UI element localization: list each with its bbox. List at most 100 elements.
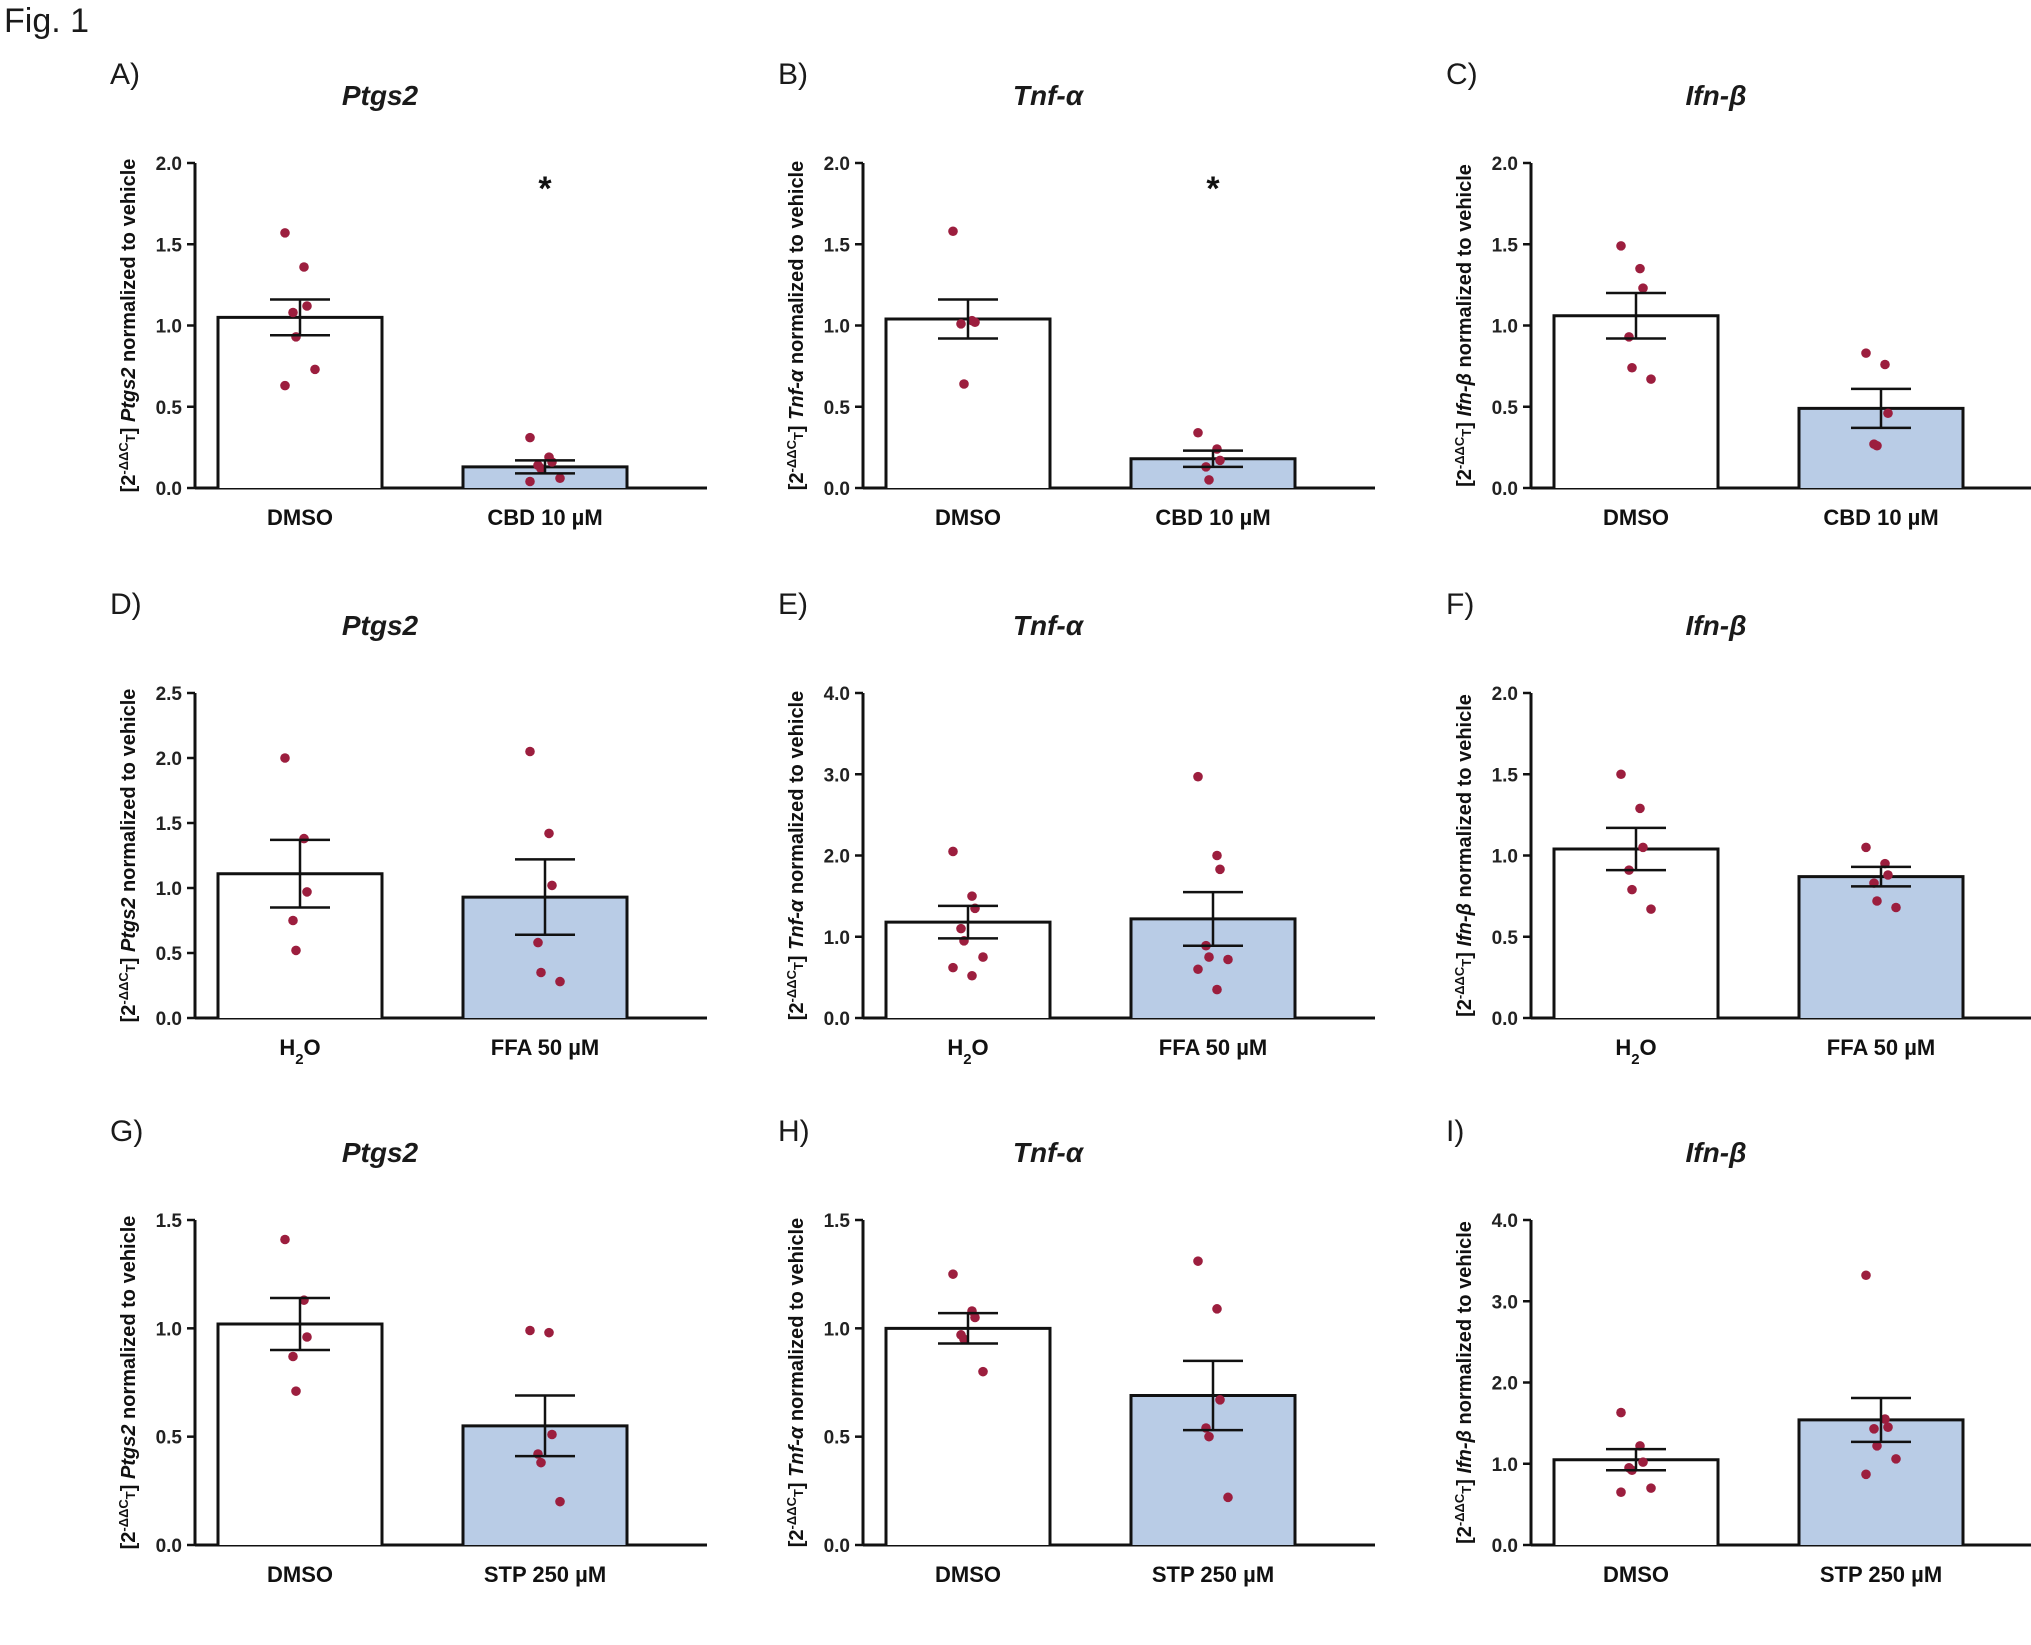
data-point (288, 1351, 298, 1362)
chart-svg: 0.0 0.5 1.0 1.5 [2-ΔΔCT] Tnf-α normalized to… (784, 1211, 1375, 1587)
data-point (1883, 408, 1893, 419)
bar-0 (886, 1328, 1050, 1545)
data-point (978, 952, 988, 962)
data-point (1627, 884, 1637, 895)
chart-title: Ifn-β (1685, 1137, 1747, 1168)
chart-svg: 0.0 0.5 1.0 1.5 [2-ΔΔCT] Ptgs2 normalized to… (116, 1211, 707, 1587)
data-point (555, 1496, 565, 1507)
data-point (1880, 359, 1890, 370)
bar-0 (218, 1324, 382, 1545)
x-category-label: FFA 50 µM (491, 1035, 599, 1060)
y-tick-label: 1.0 (156, 1319, 182, 1340)
data-point (280, 228, 290, 238)
chart-panel-c: C) Ifn-β 0.0 0.5 1.0 1.5 2.0 [2-ΔΔCT] Ifn-β nor… (1381, 58, 2031, 588)
data-point (288, 307, 298, 318)
data-point (1627, 362, 1637, 373)
chart-svg: 0.0 0.5 1.0 1.5 2.0 [2-ΔΔCT] Ptgs2 normalized… (116, 154, 707, 530)
data-point (525, 432, 535, 443)
data-point (1646, 1483, 1656, 1493)
data-point (1646, 374, 1656, 384)
data-point (956, 319, 966, 329)
data-point (280, 753, 290, 763)
data-point (525, 746, 535, 757)
y-tick-label: 0.5 (156, 944, 183, 965)
y-tick-label: 1.0 (824, 928, 850, 949)
y-tick-label: 0.0 (1492, 479, 1518, 500)
x-category-label: DMSO (1603, 1562, 1669, 1587)
chart-panel-d: D) Ptgs2 0.0 0.5 1.0 1.5 2.0 2.5 [2-ΔΔCT] Ptgs2 … (45, 588, 715, 1118)
y-axis-label: [2-ΔΔCT] Ifn-β normalized to vehicle (1452, 694, 1477, 1017)
data-point (544, 1327, 554, 1338)
y-tick-label: 1.0 (1492, 1455, 1518, 1476)
y-tick-label: 2.0 (156, 749, 182, 770)
data-point (1883, 1422, 1893, 1432)
data-point (1861, 1469, 1871, 1480)
chart-panel-a: A) Ptgs2 0.0 0.5 1.0 1.5 2.0 [2-ΔΔCT] Ptgs2 nor… (45, 58, 715, 588)
x-category-label: FFA 50 µM (1159, 1035, 1267, 1060)
data-point (536, 463, 546, 474)
chart-panel-i: I) Ifn-β 0.0 1.0 2.0 3.0 4.0 [2-ΔΔCT] Ifn-β nor… (1381, 1115, 2031, 1645)
data-point (1872, 440, 1882, 451)
data-point (302, 887, 312, 897)
data-point (288, 915, 298, 926)
data-point (525, 476, 535, 487)
data-point (1861, 348, 1871, 358)
y-tick-label: 0.5 (824, 398, 851, 419)
data-point (1616, 1407, 1626, 1418)
y-tick-label: 3.0 (1492, 1292, 1518, 1313)
data-point (1638, 283, 1648, 293)
y-tick-label: 1.5 (824, 1211, 851, 1232)
data-point (525, 1325, 535, 1336)
data-point (1616, 1487, 1626, 1497)
data-point (555, 976, 565, 987)
data-point (948, 226, 958, 237)
data-point (1215, 1395, 1225, 1405)
data-point (536, 1457, 546, 1468)
data-point (970, 1312, 980, 1323)
data-point (1635, 803, 1645, 814)
chart-svg: 0.0 0.5 1.0 1.5 2.0 [2-ΔΔCT] Ifn-β normalized… (1452, 684, 2031, 1068)
y-tick-label: 1.0 (824, 1319, 850, 1340)
y-tick-label: 4.0 (1492, 1211, 1518, 1232)
y-tick-label: 0.5 (824, 1428, 851, 1449)
panel-label: E) (778, 588, 808, 621)
chart-title: Ptgs2 (341, 80, 419, 111)
data-point (533, 937, 543, 948)
data-point (978, 1366, 988, 1377)
x-category-label: STP 250 µM (1152, 1562, 1274, 1587)
bar-0 (1554, 315, 1718, 488)
y-tick-label: 1.5 (1492, 235, 1519, 256)
y-axis-label: [2-ΔΔCT] Ptgs2 normalized to vehicle (116, 1216, 141, 1550)
bar-0 (886, 319, 1050, 488)
data-point (1635, 263, 1645, 274)
y-tick-label: 2.0 (1492, 684, 1518, 705)
chart-title: Ifn-β (1685, 610, 1747, 641)
bar-0 (1554, 1459, 1718, 1545)
panel-label: A) (110, 58, 140, 91)
data-point (1204, 475, 1214, 485)
y-tick-label: 0.0 (156, 1536, 182, 1557)
y-tick-label: 0.5 (156, 1428, 183, 1449)
y-tick-label: 0.0 (156, 479, 182, 500)
y-tick-label: 1.5 (1492, 765, 1519, 786)
data-point (959, 1334, 969, 1344)
data-point (299, 262, 309, 272)
y-axis-label: [2-ΔΔCT] Ptgs2 normalized to vehicle (116, 689, 141, 1023)
y-axis-label: [2-ΔΔCT] Tnf-α normalized to vehicle (784, 1218, 809, 1547)
chart-panel-e: E) Tnf-α 0.0 1.0 2.0 3.0 4.0 [2-ΔΔCT] Tnf-α nor… (713, 588, 1383, 1118)
data-point (1646, 904, 1656, 914)
data-point (1193, 427, 1203, 438)
y-tick-label: 1.5 (156, 1211, 183, 1232)
y-tick-label: 2.0 (1492, 1374, 1518, 1395)
chart-panel-f: F) Ifn-β 0.0 0.5 1.0 1.5 2.0 [2-ΔΔCT] Ifn-β nor… (1381, 588, 2031, 1118)
chart-svg: 0.0 0.5 1.0 1.5 2.0 [2-ΔΔCT] Tnf-α normalized… (784, 154, 1375, 530)
chart-title: Ptgs2 (341, 610, 419, 641)
data-point (1193, 964, 1203, 975)
panel-label: H) (778, 1115, 810, 1148)
significance-marker: * (1206, 170, 1220, 208)
y-tick-label: 0.0 (1492, 1009, 1518, 1030)
x-category-label: H2O (279, 1035, 320, 1068)
chart-svg: 0.0 0.5 1.0 1.5 2.0 2.5 [2-ΔΔCT] Ptgs2 normali… (116, 684, 707, 1068)
x-category-label: DMSO (267, 1562, 333, 1587)
